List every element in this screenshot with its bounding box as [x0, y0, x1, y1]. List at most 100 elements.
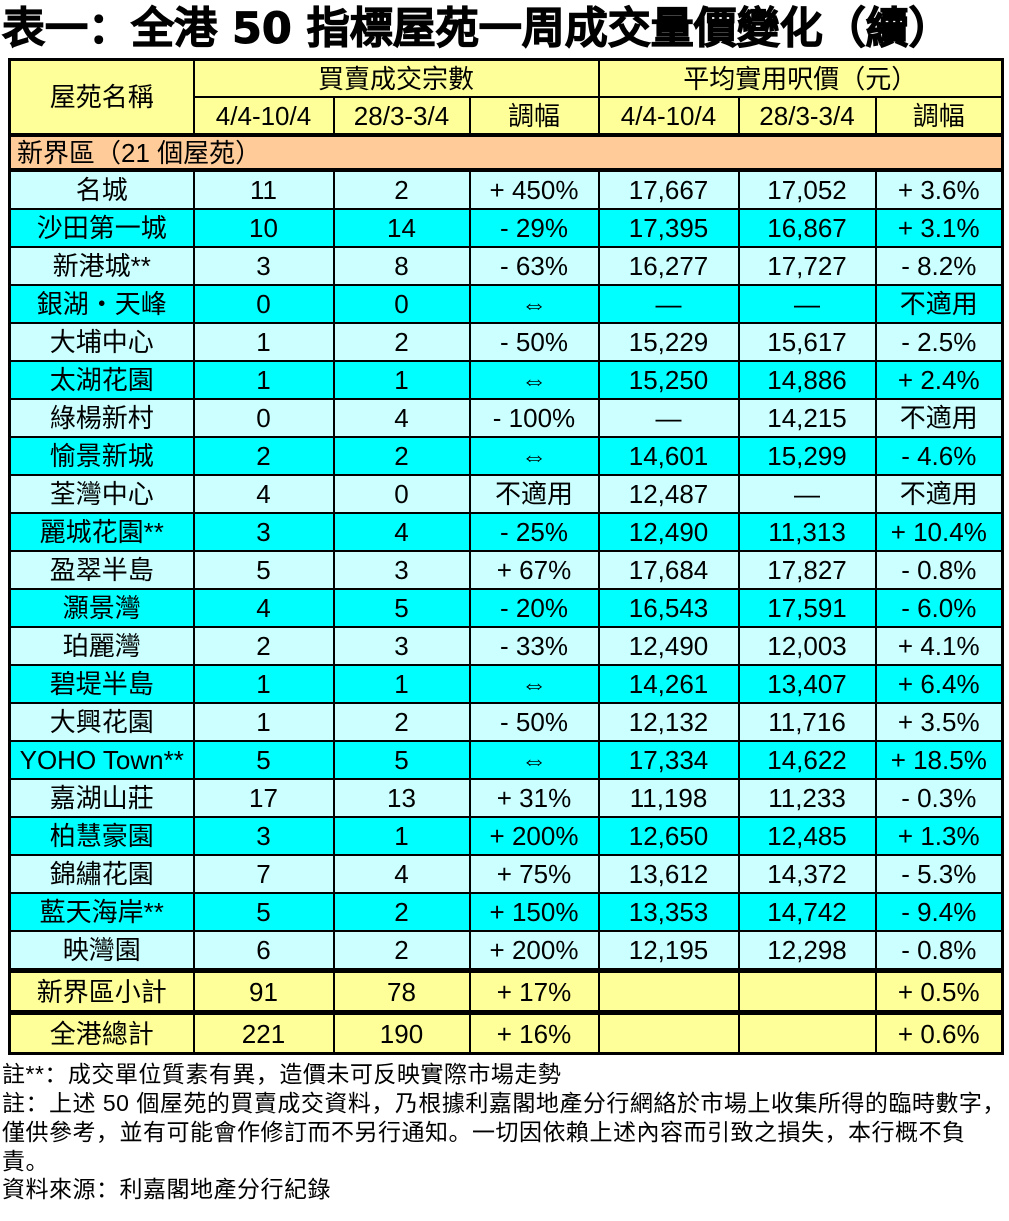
transactions-previous-cell: 14	[332, 208, 471, 249]
price-change-cell: - 0.8%	[874, 550, 1004, 591]
transactions-change-cell: - 63%	[468, 246, 600, 287]
header-row-groups: 屋苑名稱 買賣成交宗數 平均實用呎價（元）	[8, 58, 1004, 137]
transactions-previous-cell: 4	[332, 854, 471, 895]
price-previous-cell: 11,716	[737, 702, 877, 743]
transactions-change-cell: ⇔	[468, 360, 600, 401]
estate-name-cell: 映灣園	[8, 930, 195, 972]
transactions-current-cell: 1	[192, 322, 335, 363]
transactions-current-cell: 10	[192, 208, 335, 249]
estate-name-cell: 嘉湖山莊	[8, 778, 195, 819]
transactions-current-cell: 6	[192, 930, 335, 972]
transactions-change-cell: + 75%	[468, 854, 600, 895]
price-current-cell: 13,353	[597, 892, 740, 933]
price-current-cell: 14,261	[597, 664, 740, 705]
transactions-previous-cell: 1	[332, 360, 471, 401]
transactions-current-cell: 11	[192, 169, 335, 211]
transactions-current-cell: 17	[192, 778, 335, 819]
price-current-cell: —	[597, 398, 740, 439]
price-current-cell: 12,132	[597, 702, 740, 743]
estate-rows-body: 新界區（21 個屋苑） 名城 11 2 + 450% 17,667 17,052…	[8, 133, 1004, 972]
subtotal-price-previous	[737, 968, 877, 1015]
transactions-current-cell: 1	[192, 360, 335, 401]
estate-row: 碧堤半島 1 1 ⇔ 14,261 13,407 + 6.4%	[8, 664, 1004, 705]
total-price-change: + 0.6%	[874, 1010, 1004, 1056]
price-current-cell: 13,612	[597, 854, 740, 895]
subtotal-row: 新界區小計 91 78 + 17% + 0.5%	[8, 968, 1004, 1015]
estate-row: 沙田第一城 10 14 - 29% 17,395 16,867 + 3.1%	[8, 208, 1004, 249]
price-period-previous-header: 28/3-3/4	[737, 96, 877, 137]
transactions-current-cell: 5	[192, 740, 335, 781]
transactions-current-cell: 1	[192, 664, 335, 705]
table-header: 屋苑名稱 買賣成交宗數 平均實用呎價（元） 4/4-10/4 28/3-3/4 …	[8, 58, 1004, 137]
transactions-previous-cell: 0	[332, 284, 471, 325]
price-current-cell: 12,490	[597, 512, 740, 553]
estate-name-cell: 名城	[8, 169, 195, 211]
price-previous-cell: 11,313	[737, 512, 877, 553]
subtotal-price-current	[597, 968, 740, 1015]
price-change-cell: + 3.1%	[874, 208, 1004, 249]
estate-name-cell: 銀湖・天峰	[8, 284, 195, 325]
price-previous-cell: 14,622	[737, 740, 877, 781]
estate-row: 名城 11 2 + 450% 17,667 17,052 + 3.6%	[8, 169, 1004, 211]
transactions-previous-cell: 4	[332, 398, 471, 439]
transactions-change-cell: - 100%	[468, 398, 600, 439]
total-transactions-current: 221	[192, 1010, 335, 1056]
price-change-cell: - 0.8%	[874, 930, 1004, 972]
transactions-current-cell: 0	[192, 284, 335, 325]
price-change-cell: - 9.4%	[874, 892, 1004, 933]
estate-name-cell: 新港城**	[8, 246, 195, 287]
subtotal-label: 新界區小計	[8, 968, 195, 1015]
estate-name-cell: YOHO Town**	[8, 740, 195, 781]
footnote-disclaimer: 註：上述 50 個屋苑的買賣成交資料，乃根據利嘉閣地產分行網絡於市場上收集所得的…	[2, 1090, 1006, 1174]
estate-name-cell: 綠楊新村	[8, 398, 195, 439]
total-label: 全港總計	[8, 1010, 195, 1056]
estate-row: 新港城** 3 8 - 63% 16,277 17,727 - 8.2%	[8, 246, 1004, 287]
estates-table: 屋苑名稱 買賣成交宗數 平均實用呎價（元） 4/4-10/4 28/3-3/4 …	[8, 58, 1005, 1056]
transactions-change-cell: ⇔	[468, 664, 600, 705]
estate-name-cell: 藍天海岸**	[8, 892, 195, 933]
estate-row: 藍天海岸** 5 2 + 150% 13,353 14,742 - 9.4%	[8, 892, 1004, 933]
transactions-change-cell: - 25%	[468, 512, 600, 553]
transactions-previous-cell: 3	[332, 626, 471, 667]
subtotal-transactions-current: 91	[192, 968, 335, 1015]
price-previous-cell: 15,299	[737, 436, 877, 477]
price-current-cell: —	[597, 284, 740, 325]
data-source: 資料來源：利嘉閣地產分行紀錄	[2, 1176, 331, 1203]
transactions-change-cell: - 29%	[468, 208, 600, 249]
transactions-current-cell: 3	[192, 816, 335, 857]
footnotes: 註**：成交單位質素有異，造價未可反映實際市場走勢 註：上述 50 個屋苑的買賣…	[2, 1060, 1006, 1204]
transactions-period-previous-header: 28/3-3/4	[332, 96, 471, 137]
price-previous-cell: 14,886	[737, 360, 877, 401]
estate-row: 柏慧豪園 3 1 + 200% 12,650 12,485 + 1.3%	[8, 816, 1004, 857]
price-change-cell: - 2.5%	[874, 322, 1004, 363]
price-current-cell: 16,543	[597, 588, 740, 629]
estate-row: 太湖花園 1 1 ⇔ 15,250 14,886 + 2.4%	[8, 360, 1004, 401]
price-change-cell: 不適用	[874, 284, 1004, 325]
price-current-cell: 17,667	[597, 169, 740, 211]
total-price-previous	[737, 1010, 877, 1056]
price-previous-cell: 11,233	[737, 778, 877, 819]
section-row: 新界區（21 個屋苑）	[8, 133, 1004, 173]
price-current-cell: 17,684	[597, 550, 740, 591]
transactions-change-header: 調幅	[468, 96, 600, 137]
price-change-header: 調幅	[874, 96, 1004, 137]
total-row: 全港總計 221 190 + 16% + 0.6%	[8, 1010, 1004, 1056]
transactions-previous-cell: 2	[332, 930, 471, 972]
price-previous-cell: 13,407	[737, 664, 877, 705]
price-change-cell: + 3.6%	[874, 169, 1004, 211]
estate-name-cell: 灝景灣	[8, 588, 195, 629]
price-previous-cell: —	[737, 474, 877, 515]
transactions-change-cell: + 200%	[468, 930, 600, 972]
price-previous-cell: 15,617	[737, 322, 877, 363]
estate-name-cell: 太湖花園	[8, 360, 195, 401]
price-previous-cell: —	[737, 284, 877, 325]
summary-rows-body: 新界區小計 91 78 + 17% + 0.5% 全港總計 221 190 + …	[8, 968, 1004, 1056]
estate-row: 大興花園 1 2 - 50% 12,132 11,716 + 3.5%	[8, 702, 1004, 743]
estate-row: 珀麗灣 2 3 - 33% 12,490 12,003 + 4.1%	[8, 626, 1004, 667]
transactions-current-cell: 3	[192, 512, 335, 553]
price-current-cell: 14,601	[597, 436, 740, 477]
total-price-current	[597, 1010, 740, 1056]
transactions-change-cell: ⇔	[468, 740, 600, 781]
price-current-cell: 12,490	[597, 626, 740, 667]
estate-name-cell: 荃灣中心	[8, 474, 195, 515]
